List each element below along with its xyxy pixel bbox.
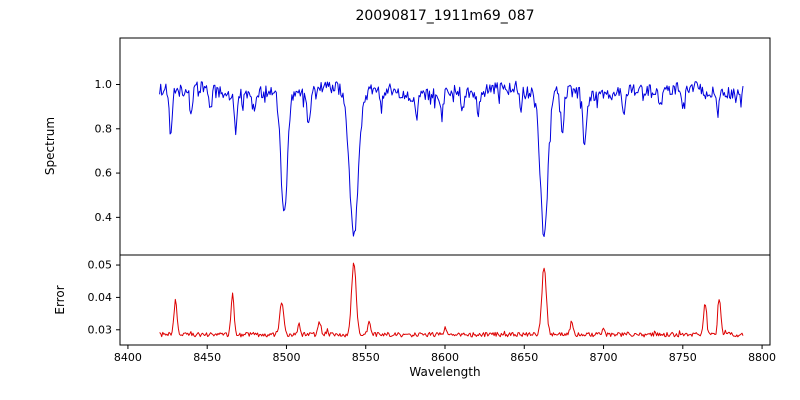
x-tick-label: 8550 <box>352 351 380 364</box>
x-axis-label: Wavelength <box>409 365 481 379</box>
x-tick-label: 8600 <box>431 351 459 364</box>
spectrum-line <box>159 80 744 237</box>
x-tick-label: 8650 <box>510 351 538 364</box>
y-tick-label: 0.03 <box>88 323 113 336</box>
x-tick-label: 8450 <box>193 351 221 364</box>
x-tick-label: 8500 <box>272 351 300 364</box>
y-tick-label: 1.0 <box>95 78 113 91</box>
plot-title: 20090817_1911m69_087 <box>355 8 535 24</box>
panel-frame-error <box>119 254 771 346</box>
y-tick-label: 0.8 <box>95 122 113 135</box>
x-tick-label: 8750 <box>669 351 697 364</box>
y-tick-label: 0.4 <box>95 211 113 224</box>
x-tick-label: 8700 <box>590 351 618 364</box>
x-tick-label: 8400 <box>114 351 142 364</box>
y-tick-label: 0.04 <box>88 291 113 304</box>
y-tick-label: 0.05 <box>88 259 113 272</box>
x-tick-label: 8800 <box>748 351 776 364</box>
panel-frame-spectrum <box>119 37 771 256</box>
error-line <box>159 262 744 338</box>
y-tick-label: 0.6 <box>95 167 113 180</box>
